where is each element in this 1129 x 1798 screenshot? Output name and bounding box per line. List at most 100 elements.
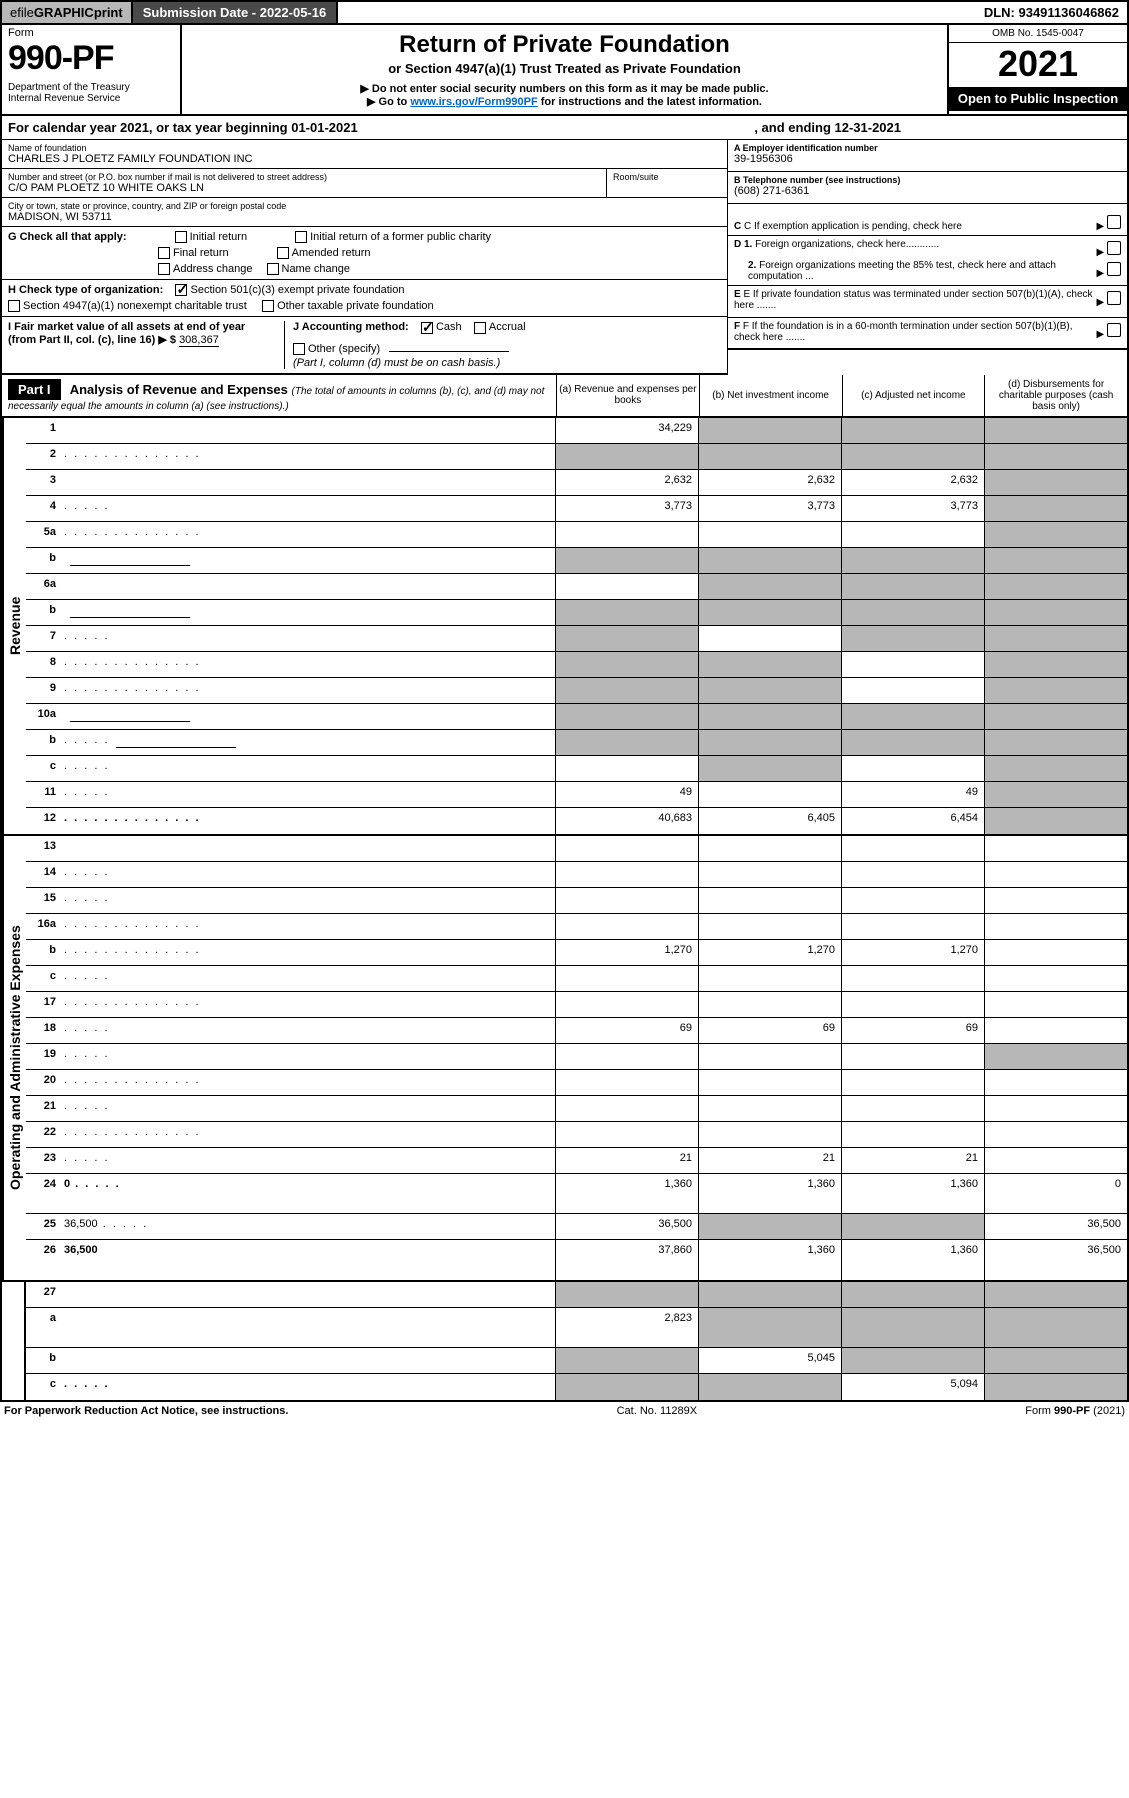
- c-checkbox[interactable]: [1107, 215, 1121, 229]
- value-cell-c: [841, 1282, 984, 1307]
- value-cell-d: [984, 1044, 1127, 1069]
- line-number: 5a: [26, 522, 62, 547]
- value-cell-d: [984, 1070, 1127, 1095]
- table-row: 13: [26, 836, 1127, 862]
- value-cell-a: [555, 836, 698, 861]
- sub-input-line[interactable]: [70, 708, 190, 722]
- f-checkbox[interactable]: [1107, 323, 1121, 337]
- line-description: [62, 496, 555, 521]
- efile-prefix: efile: [10, 5, 34, 20]
- j-other-cb[interactable]: [293, 343, 305, 355]
- table-row: 2636,50037,8601,3601,36036,500: [26, 1240, 1127, 1280]
- revenue-rows: 134,229232,6322,6322,63243,7733,7733,773…: [26, 418, 1127, 834]
- addr-value: C/O PAM PLOETZ 10 WHITE OAKS LN: [8, 182, 600, 194]
- line-description: [62, 470, 555, 495]
- sub-input-line[interactable]: [70, 604, 190, 618]
- value-cell-d: [984, 418, 1127, 443]
- g-label: G Check all that apply:: [8, 231, 127, 243]
- value-cell-c: [841, 730, 984, 755]
- value-cell-a: [555, 862, 698, 887]
- section-j: J Accounting method: Cash Accrual Other …: [284, 321, 721, 368]
- value-cell-a: 21: [555, 1148, 698, 1173]
- d2-checkbox[interactable]: [1107, 262, 1121, 276]
- line-description: 36,500: [62, 1214, 555, 1239]
- line-description: [62, 914, 555, 939]
- g-o2: Final return: [173, 247, 229, 259]
- value-cell-b: [698, 966, 841, 991]
- section-h: H Check type of organization: Section 50…: [2, 280, 727, 317]
- name-label: Name of foundation: [8, 143, 721, 153]
- value-cell-a: [555, 756, 698, 781]
- h-other-taxable-cb[interactable]: [262, 300, 274, 312]
- g-initial-return-cb[interactable]: [175, 231, 187, 243]
- value-cell-a: [555, 444, 698, 469]
- line-number: 8: [26, 652, 62, 677]
- expenses-table: Operating and Administrative Expenses 13…: [0, 836, 1129, 1282]
- line-description: [62, 1096, 555, 1121]
- value-cell-c: 21: [841, 1148, 984, 1173]
- j-accrual-cb[interactable]: [474, 322, 486, 334]
- value-cell-c: 69: [841, 1018, 984, 1043]
- efile-print[interactable]: print: [94, 5, 123, 20]
- sub-input-line[interactable]: [116, 734, 236, 748]
- table-row: 1240,6836,4056,454: [26, 808, 1127, 834]
- value-cell-a: [555, 966, 698, 991]
- e-checkbox[interactable]: [1107, 291, 1121, 305]
- revenue-table: Revenue 134,229232,6322,6322,63243,7733,…: [0, 418, 1129, 836]
- value-cell-d: [984, 888, 1127, 913]
- value-cell-c: 5,094: [841, 1374, 984, 1400]
- g-name-change-cb[interactable]: [267, 263, 279, 275]
- section-d: D 1. Foreign organizations, check here..…: [728, 236, 1127, 286]
- value-cell-a: [555, 1070, 698, 1095]
- value-cell-a: [555, 1096, 698, 1121]
- irs-link[interactable]: www.irs.gov/Form990PF: [410, 96, 537, 108]
- footer-center: Cat. No. 11289X: [617, 1405, 698, 1417]
- value-cell-a: [555, 652, 698, 677]
- j-label: J Accounting method:: [293, 321, 409, 333]
- h-501c3-cb[interactable]: [175, 284, 187, 296]
- h-4947-cb[interactable]: [8, 300, 20, 312]
- name-value: CHARLES J PLOETZ FAMILY FOUNDATION INC: [8, 153, 721, 165]
- table-row: 10a: [26, 704, 1127, 730]
- value-cell-b: [698, 600, 841, 625]
- col-a-header: (a) Revenue and expenses per books: [557, 375, 700, 416]
- line-description: [62, 836, 555, 861]
- sub-input-line[interactable]: [70, 552, 190, 566]
- value-cell-b: [698, 730, 841, 755]
- value-cell-c: [841, 704, 984, 729]
- line-number: 2: [26, 444, 62, 469]
- g-final-return-cb[interactable]: [158, 247, 170, 259]
- table-row: 134,229: [26, 418, 1127, 444]
- value-cell-a: [555, 888, 698, 913]
- line-number: 17: [26, 992, 62, 1017]
- value-cell-b: [698, 704, 841, 729]
- g-address-change-cb[interactable]: [158, 263, 170, 275]
- line-number: 26: [26, 1240, 62, 1280]
- g-amended-cb[interactable]: [277, 247, 289, 259]
- value-cell-c: [841, 1044, 984, 1069]
- j-other-input[interactable]: [389, 338, 509, 352]
- line-description: [62, 418, 555, 443]
- table-row: b: [26, 548, 1127, 574]
- line-number: 19: [26, 1044, 62, 1069]
- calyear-b: , and ending 12-31-2021: [754, 120, 901, 135]
- value-cell-c: [841, 1122, 984, 1147]
- footer-right: Form 990-PF (2021): [1025, 1405, 1125, 1417]
- g-initial-former-cb[interactable]: [295, 231, 307, 243]
- value-cell-c: [841, 966, 984, 991]
- j-cash-cb[interactable]: [421, 322, 433, 334]
- value-cell-b: [698, 1282, 841, 1307]
- value-cell-d: [984, 914, 1127, 939]
- line-number: b: [26, 1348, 62, 1373]
- h-o1: Section 501(c)(3) exempt private foundat…: [190, 284, 404, 296]
- line-description: [62, 862, 555, 887]
- line-description: [62, 1148, 555, 1173]
- value-cell-b: [698, 914, 841, 939]
- value-cell-c: [841, 548, 984, 573]
- value-cell-c: 2,632: [841, 470, 984, 495]
- value-cell-d: [984, 444, 1127, 469]
- table-row: 43,7733,7733,773: [26, 496, 1127, 522]
- h-label: H Check type of organization:: [8, 284, 163, 296]
- line-description: [62, 1070, 555, 1095]
- d1-checkbox[interactable]: [1107, 241, 1121, 255]
